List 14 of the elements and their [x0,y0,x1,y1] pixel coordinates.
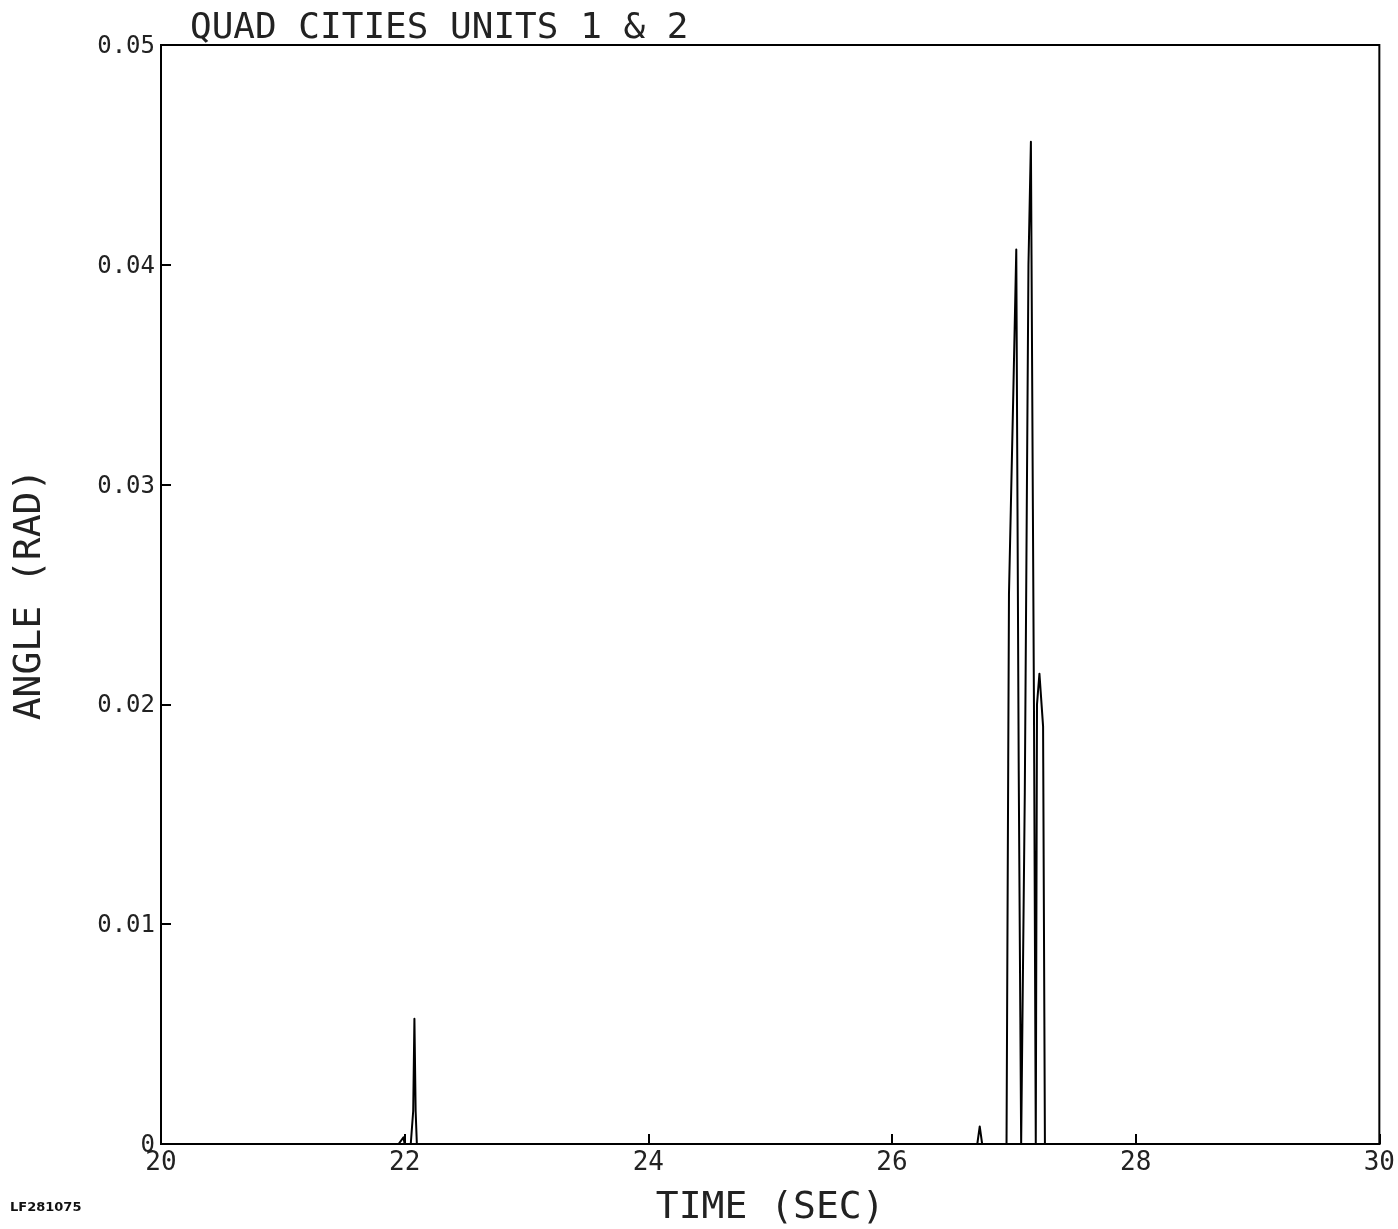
x-tick-label: 28 [1120,1146,1152,1176]
x-tick-label: 22 [389,1146,421,1176]
y-tick-label: 0.03 [97,470,155,499]
chart-title: QUAD CITIES UNITS 1 & 2 [190,4,689,46]
y-tick-label: 0.04 [97,250,155,279]
text: LF281075 [10,1199,82,1214]
y-tick-label: 0.02 [97,690,155,719]
y-tick-label: 0.01 [97,910,155,939]
x-tick-label: 26 [876,1146,908,1176]
y-axis-title: ANGLE (RAD) [5,468,49,721]
x-tick-label: 24 [632,1146,664,1176]
x-tick-label: 30 [1363,1146,1395,1176]
y-tick-label: 0.05 [97,31,155,59]
x-axis-title: TIME (SEC) [655,1183,885,1227]
